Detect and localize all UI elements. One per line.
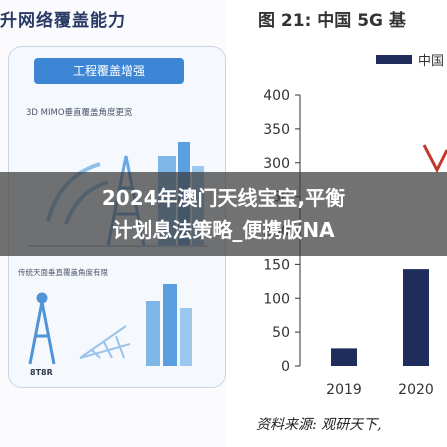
y-tick-label: 300 <box>263 156 290 172</box>
y-tick-label: 150 <box>263 257 290 273</box>
headline-line-1: 2024年澳门天线宝宝,平衡 <box>101 186 346 210</box>
headline: 2024年澳门天线宝宝,平衡 计划息法策略_便携版NA <box>0 182 447 246</box>
legend-swatch <box>376 55 412 64</box>
bar-2019 <box>331 348 357 366</box>
caption-bottom: 传统天面垂直覆盖角度有限 <box>18 268 108 277</box>
y-tick-label: 100 <box>263 291 290 307</box>
y-tick-label: 400 <box>263 88 290 104</box>
caption-top: 3D MIMO垂直覆盖角度更宽 <box>26 108 133 118</box>
x-tick-label: 2020 <box>398 382 434 398</box>
headline-overlay <box>0 172 447 256</box>
y-tick-label: 0 <box>281 359 290 375</box>
trend-line <box>422 144 447 174</box>
coverage-beam-icon <box>79 325 131 359</box>
source-note: 资料来源: 观研天下, <box>256 417 382 433</box>
y-tick-label: 50 <box>272 325 290 341</box>
headline-line-2: 计划息法策略_便携版NA <box>112 218 335 242</box>
legend: 中国 <box>376 54 444 69</box>
chart-title: 图 21: 中国 5G 基 <box>258 11 406 31</box>
signal-tower-icon <box>28 292 56 365</box>
x-tick-label: 2019 <box>326 382 362 398</box>
left-panel-title: 升网络覆盖能力 <box>0 11 126 31</box>
banner-label: 工程覆盖增强 <box>34 58 184 84</box>
x-axis: 2019 2020 <box>326 382 434 398</box>
y-tick-label: 350 <box>263 122 290 138</box>
bar-2020 <box>403 269 429 366</box>
legend-label: 中国 <box>418 54 444 69</box>
bars <box>331 269 429 366</box>
building-icon <box>146 284 192 366</box>
station-label: 8T8R <box>30 368 53 377</box>
